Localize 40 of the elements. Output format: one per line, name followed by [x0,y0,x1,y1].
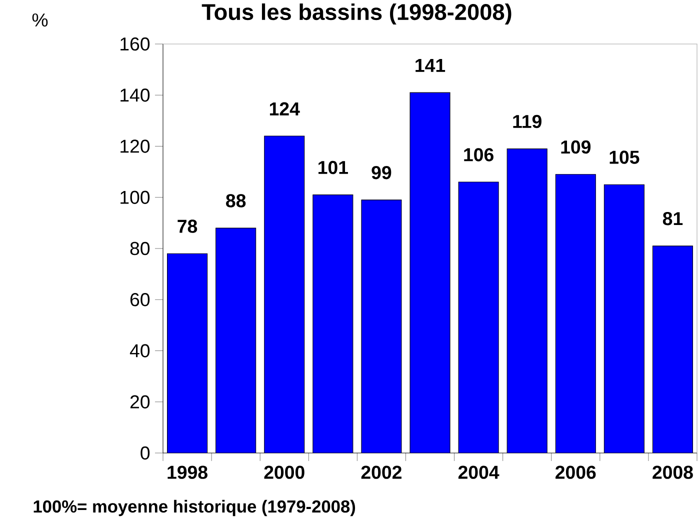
y-tick-label: 100 [120,190,150,204]
y-axis-title: % [32,13,48,27]
data-label: 78 [178,220,198,233]
bar [216,228,256,453]
y-tick-label: 40 [130,344,150,358]
data-label: 141 [416,59,446,72]
bar [312,194,353,453]
bar [361,200,402,453]
x-tick-label: 2000 [264,466,304,479]
data-label: 105 [610,150,640,164]
x-tick-label: 2008 [652,466,693,479]
x-tick-label: 2004 [458,466,500,479]
chart-title: Tous les bassins (1998-2008) [202,3,512,25]
y-tick-label: 160 [120,37,150,51]
bar [507,148,548,453]
bar [167,254,208,453]
text: 100%= moyenne historique (1979-2008) [34,500,356,516]
bar [556,174,596,453]
data-label: 124 [270,102,300,116]
y-tick-label: 20 [130,395,150,408]
x-tick-label: 1998 [168,466,208,479]
data-label: 81 [662,212,683,226]
bar [264,136,304,453]
data-label: 101 [318,160,348,174]
y-tick-label: 80 [130,242,150,256]
bar [652,246,694,453]
bar [604,184,644,453]
y-tick-label: 120 [120,140,150,153]
x-tick-label: 2002 [361,466,402,479]
x-tick-label: 2006 [556,466,596,479]
data-label: 99 [372,166,392,180]
bar [410,92,450,453]
y-tick-label: 60 [130,293,150,306]
y-tick-label: 0 [140,446,150,460]
data-label: 119 [513,114,542,128]
data-label: 106 [464,148,494,162]
bar [458,182,499,453]
y-tick-label: 140 [120,88,150,102]
data-label: 109 [561,140,591,154]
data-label: 88 [226,194,246,208]
